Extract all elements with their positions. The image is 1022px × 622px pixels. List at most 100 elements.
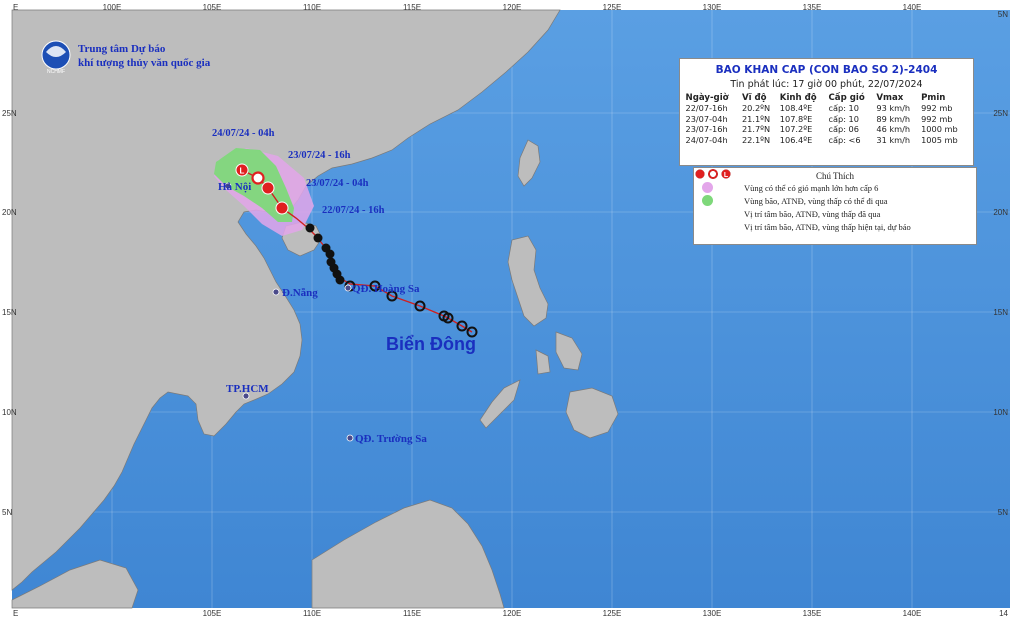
legend-swatch-track-zone (702, 195, 744, 206)
agency-name-line2: khí tượng thủy văn quốc gia (78, 57, 211, 69)
cell-wind-level: cấp: <6 (828, 134, 861, 145)
cell-vmax: 31 km/h (876, 134, 911, 145)
place-danang: Đ.Nẵng (282, 287, 318, 299)
place-hoangsa: QĐ. Hoàng Sa (352, 283, 420, 295)
tick-right-lat: 15N (993, 308, 1008, 317)
cell-lat: 20.2ºN (741, 103, 771, 113)
cell-wind-level: cấp: 10 (828, 113, 859, 124)
green-circle-icon (702, 195, 713, 206)
tick-top-lon: 120E (503, 3, 522, 12)
cell-pmin: 1000 mb (921, 124, 958, 134)
tick-top-lon: 115E (403, 3, 421, 12)
legend-label: Vùng có thể có gió mạnh lớn hơn cấp 6 (744, 182, 879, 193)
cell-lon: 106.4ºE (779, 134, 813, 145)
tick-top-lon: 100E (103, 3, 122, 12)
legend-item-forecast-positions: L Vị trí tâm bão, ATNĐ, vùng thấp hiện t… (694, 169, 976, 233)
cell-wind-level: cấp: 10 (828, 103, 859, 113)
tick-right-lat: 5N (998, 508, 1008, 517)
cell-lon: 108.4ºE (779, 103, 813, 113)
bulletin-table: Ngày-giờ Vĩ độ Kinh độ Cấp gió Vmax Pmin… (685, 93, 969, 145)
cell-datetime: 23/07-16h (685, 124, 728, 134)
header-pmin: Pmin (921, 93, 946, 103)
tick-left-lat: 15N (2, 308, 17, 317)
cell-vmax: 46 km/h (876, 124, 911, 134)
city-markers (224, 182, 354, 442)
left-lat-ticks: 25N 20N 15N 10N 5N (2, 109, 17, 517)
svg-text:L: L (240, 167, 245, 176)
tick-top-lon: 135E (803, 3, 822, 12)
legend-swatch-strong-wind (702, 182, 744, 193)
cell-pmin: 992 mb (921, 113, 953, 124)
header-wind-level: Cấp gió (828, 93, 865, 103)
track-zone (214, 148, 294, 222)
tick-top-lon: 130E (703, 3, 722, 12)
tick-bottom-lon: 125E (603, 609, 622, 618)
track-label-23-16h: 23/07/24 - 16h (288, 150, 351, 161)
place-truongsa: QĐ. Trường Sa (355, 433, 427, 445)
taiwan-island (517, 139, 541, 187)
legend-label: Vị trí tâm bão, ATNĐ, vùng thấp đã qua (744, 208, 881, 219)
visayas-islands (479, 331, 583, 429)
tick-bottom-lon: 135E (803, 609, 822, 618)
bulletin-header-row: Ngày-giờ Vĩ độ Kinh độ Cấp gió Vmax Pmin (685, 93, 969, 103)
header-lon: Kinh độ (779, 93, 817, 103)
table-row: 22/07-16h 20.2ºN 108.4ºE cấp: 10 93 km/h… (685, 103, 969, 114)
tick-bottom-lon: 140E (903, 609, 922, 618)
place-hanoi: Hà Nội (218, 181, 251, 193)
tick-left-lat: 20N (2, 208, 17, 217)
tick-right-lat: 25N (993, 109, 1008, 118)
cell-datetime: 22/07-16h (685, 103, 728, 113)
tick-bottom-lon: 130E (703, 609, 722, 618)
legend-title: Chú Thích (815, 171, 855, 181)
legend-label: Vùng bão, ATNĐ, vùng thấp có thể đi qua (744, 195, 888, 206)
luzon-island (507, 235, 549, 327)
right-lat-ticks: 25N 20N 15N 10N 5N (993, 109, 1008, 517)
place-tphcm: TP.HCM (226, 383, 269, 395)
tick-bottom-lon: 14 (999, 609, 1008, 618)
table-row: 23/07-04h 21.1ºN 107.8ºE cấp: 10 89 km/h… (685, 114, 969, 125)
tick-bottom-lon: 120E (503, 609, 522, 618)
bulletin-issued: Tin phát lúc: 17 giờ 00 phút, 22/07/2024 (730, 79, 923, 90)
agency-logo: NCHMF (41, 40, 71, 75)
tick-top-lon: 125E (603, 3, 622, 12)
tick-bottom-lon: 115E (403, 609, 421, 618)
forecast-positions: L (235, 163, 289, 215)
table-row: 24/07-04h 22.1ºN 106.4ºE cấp: <6 31 km/h… (685, 135, 969, 146)
tick-bottom-lon: E (13, 609, 18, 618)
land (11, 9, 619, 609)
track-label-24-04h: 24/07/24 - 04h (212, 128, 275, 139)
agency-name-line1: Trung tâm Dự báo (78, 43, 166, 55)
tick-left-lat: 25N (2, 109, 17, 118)
malay-peninsula (11, 559, 139, 609)
mindanao-island (565, 387, 619, 439)
tick-top-lon: 5N (998, 10, 1008, 19)
tick-left-lat: 5N (2, 508, 12, 517)
borneo-island (311, 499, 505, 609)
cell-lon: 107.2ºE (779, 124, 813, 134)
red-storm-symbols-icon: L (695, 169, 731, 179)
header-vmax: Vmax (876, 93, 904, 103)
track-label-22-16h: 22/07/24 - 16h (322, 205, 385, 216)
cell-pmin: 992 mb (921, 103, 953, 113)
tick-top-lon: 140E (903, 3, 922, 12)
tick-bottom-lon: 105E (203, 609, 222, 618)
header-lat: Vĩ độ (741, 93, 767, 103)
tick-top-lon: 110E (303, 3, 321, 12)
pink-circle-icon (702, 182, 713, 193)
legend-label: Vị trí tâm bão, ATNĐ, vùng thấp hiện tại… (744, 221, 911, 232)
svg-text:L: L (724, 172, 729, 179)
cell-datetime: 24/07-04h (685, 134, 728, 145)
bulletin-box: BAO KHAN CAP (CON BAO SO 2)-2404 Tin phá… (679, 58, 974, 166)
tick-bottom-lon: 110E (303, 609, 321, 618)
agency-logo-text: NCHMF (47, 69, 65, 75)
cell-lon: 107.8ºE (779, 113, 813, 124)
sea-label-bien-dong: Biển Đông (386, 334, 476, 354)
legend-item-strong-wind: Vùng có thể có gió mạnh lớn hơn cấp 6 (694, 181, 976, 194)
cell-datetime: 23/07-04h (685, 113, 728, 124)
cell-vmax: 93 km/h (876, 103, 911, 113)
header-datetime: Ngày-giờ (685, 93, 729, 103)
bulletin-title: BAO KHAN CAP (CON BAO SO 2)-2404 (715, 64, 938, 76)
cell-lat: 21.7ºN (741, 124, 771, 134)
cell-pmin: 1005 mb (921, 134, 958, 145)
